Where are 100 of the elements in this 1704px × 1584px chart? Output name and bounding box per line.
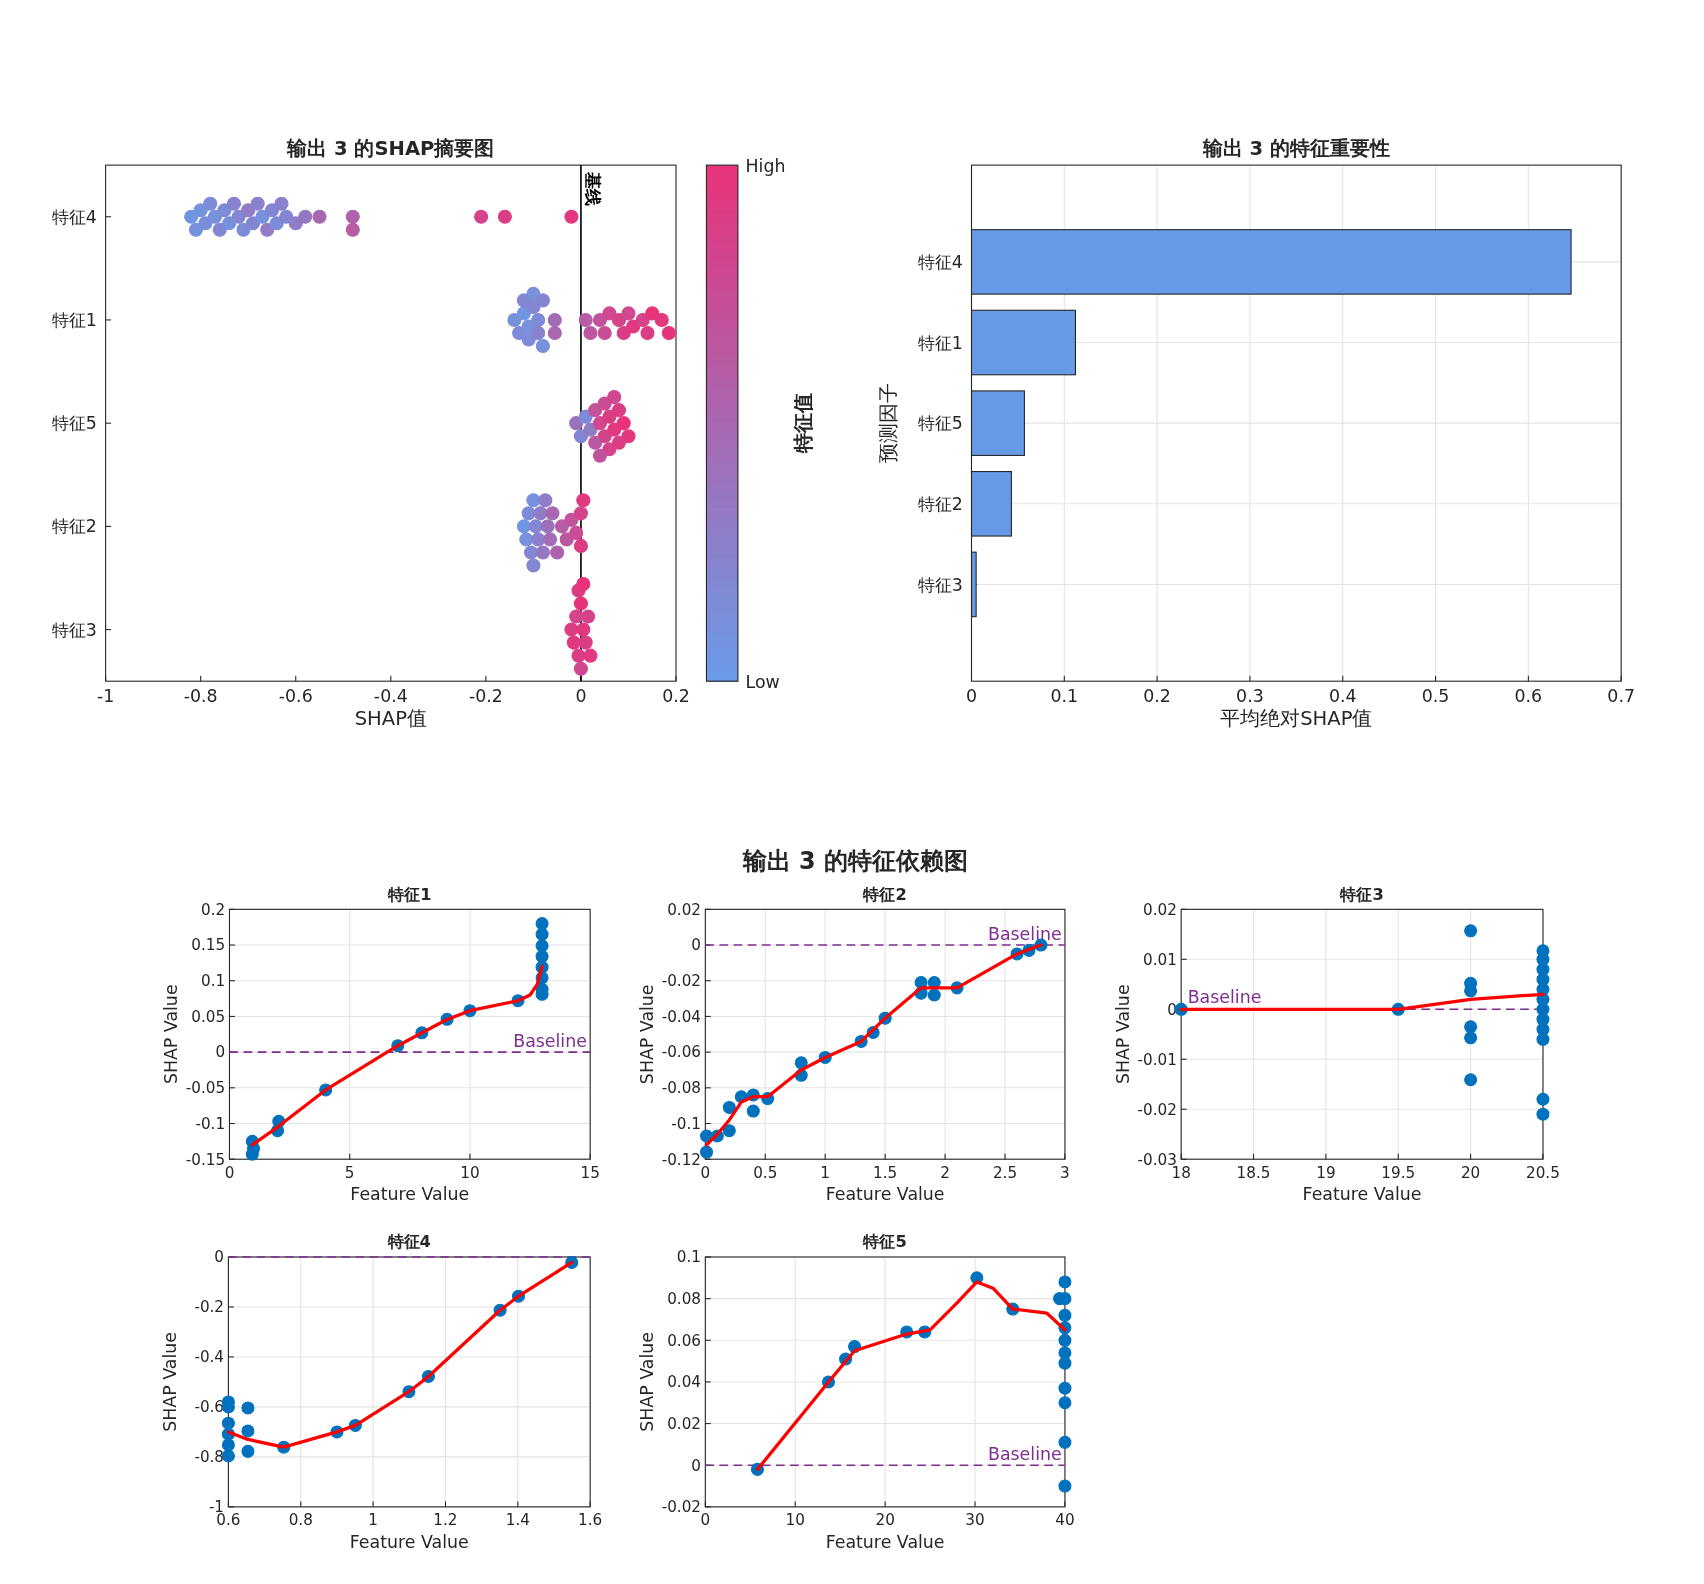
y-axis-title: SHAP Value bbox=[161, 984, 182, 1085]
y-tick-label: 特征4 bbox=[51, 206, 97, 227]
y-tick-label: 特征2 bbox=[917, 493, 963, 514]
y-tick-label: 0.15 bbox=[191, 936, 226, 955]
y-tick-label: -0.6 bbox=[194, 1398, 225, 1417]
chart-title: 特征1 bbox=[387, 884, 432, 904]
y-axis-title: SHAP Value bbox=[637, 984, 658, 1085]
y-tick-label: -0.02 bbox=[661, 1498, 701, 1517]
x-tick-label: 1.4 bbox=[505, 1511, 530, 1530]
x-axis-title: 平均绝对SHAP值 bbox=[1220, 706, 1373, 730]
x-tick-label: 19.5 bbox=[1381, 1163, 1416, 1182]
x-tick-label: 0.6 bbox=[1514, 685, 1543, 706]
x-tick-label: 0.7 bbox=[1607, 685, 1636, 706]
ref-line-label: Baseline bbox=[513, 1030, 587, 1051]
y-tick-label: -0.04 bbox=[661, 1007, 701, 1026]
x-tick-label: 1.6 bbox=[578, 1511, 603, 1530]
x-tick-label: 1.2 bbox=[433, 1511, 458, 1530]
x-tick-label: 0 bbox=[965, 685, 978, 706]
x-tick-label: 20 bbox=[875, 1511, 895, 1530]
x-axis-title: Feature Value bbox=[825, 1184, 945, 1205]
text: 输出 3 的特征依赖图 bbox=[741, 847, 968, 876]
y-tick-label: 特征5 bbox=[917, 413, 963, 434]
x-tick-label: 0.4 bbox=[1328, 685, 1357, 706]
chart-title: 特征4 bbox=[386, 1232, 431, 1252]
y-tick-label: -0.05 bbox=[185, 1079, 226, 1098]
x-tick-label: 1.5 bbox=[873, 1163, 898, 1182]
y-tick-label: -0.4 bbox=[194, 1348, 225, 1367]
x-axis-title: SHAP值 bbox=[354, 706, 427, 730]
x-tick-label: 0.8 bbox=[288, 1511, 313, 1530]
x-tick-label: 20 bbox=[1460, 1163, 1481, 1182]
y-tick-label: 特征1 bbox=[917, 332, 963, 353]
x-tick-label: 1 bbox=[368, 1511, 378, 1530]
y-tick-label: 0.08 bbox=[667, 1289, 701, 1308]
y-tick-label: 0.06 bbox=[667, 1331, 701, 1350]
x-tick-label: 19 bbox=[1316, 1163, 1336, 1182]
x-tick-label: 0.1 bbox=[1050, 685, 1079, 706]
x-axis-title: Feature Value bbox=[825, 1532, 945, 1553]
chart-title: 输出 3 的SHAP摘要图 bbox=[286, 137, 495, 161]
x-tick-label: -0.2 bbox=[468, 685, 503, 706]
color-bar-label: High bbox=[745, 155, 786, 176]
x-tick-label: 10 bbox=[785, 1511, 805, 1530]
y-tick-label: 特征4 bbox=[917, 251, 963, 272]
y-tick-label: 0.2 bbox=[200, 900, 226, 919]
y-tick-label: -0.08 bbox=[661, 1079, 701, 1098]
y-tick-label: 0.01 bbox=[1143, 950, 1177, 969]
x-axis-title: Feature Value bbox=[349, 1532, 469, 1553]
y-tick-label: 0 bbox=[214, 1248, 225, 1267]
color-bar-title: 特征值 bbox=[791, 393, 815, 455]
x-tick-label: 2.5 bbox=[992, 1163, 1018, 1182]
x-tick-label: 20.5 bbox=[1526, 1163, 1560, 1182]
y-axis-title: SHAP Value bbox=[1113, 984, 1134, 1085]
x-tick-label: 3 bbox=[1060, 1163, 1070, 1182]
y-tick-label: -0.1 bbox=[195, 1114, 226, 1133]
y-tick-label: 特征3 bbox=[51, 619, 97, 640]
y-tick-label: 0.02 bbox=[1143, 900, 1177, 919]
x-tick-label: 0 bbox=[575, 685, 587, 706]
x-tick-label: 30 bbox=[965, 1511, 985, 1530]
y-axis-title: SHAP Value bbox=[637, 1332, 658, 1432]
y-tick-label: 特征5 bbox=[51, 413, 97, 434]
x-tick-label: 1 bbox=[820, 1163, 831, 1182]
y-axis-title: SHAP Value bbox=[160, 1332, 181, 1432]
y-axis-title: 预测因子 bbox=[877, 383, 901, 464]
x-tick-label: 15 bbox=[580, 1163, 600, 1182]
chart-title: 输出 3 的特征重要性 bbox=[1201, 137, 1390, 161]
x-axis-title: Feature Value bbox=[350, 1184, 470, 1205]
x-tick-label: 40 bbox=[1055, 1511, 1075, 1530]
x-tick-label: 0.5 bbox=[1421, 685, 1450, 706]
y-tick-label: -0.02 bbox=[661, 972, 701, 991]
y-tick-label: -0.01 bbox=[1137, 1050, 1177, 1069]
y-tick-label: -0.15 bbox=[185, 1150, 226, 1169]
y-tick-label: 特征2 bbox=[51, 516, 97, 537]
y-tick-label: -0.8 bbox=[194, 1448, 225, 1467]
x-tick-label: 18.5 bbox=[1236, 1163, 1271, 1182]
y-tick-label: 0.02 bbox=[667, 1414, 701, 1433]
x-tick-label: -0.6 bbox=[278, 685, 313, 706]
y-tick-label: 0.04 bbox=[667, 1373, 701, 1392]
y-tick-label: -0.06 bbox=[661, 1043, 701, 1062]
x-tick-label: -1 bbox=[96, 685, 115, 706]
ref-line-label: Baseline bbox=[1187, 986, 1262, 1007]
y-tick-label: 特征3 bbox=[917, 574, 963, 595]
y-tick-label: 0.05 bbox=[191, 1007, 226, 1026]
ref-line-label: Baseline bbox=[988, 1443, 1062, 1464]
y-tick-label: 0.02 bbox=[667, 900, 701, 919]
y-tick-label: -0.02 bbox=[1137, 1100, 1177, 1119]
x-tick-label: 0.3 bbox=[1236, 685, 1264, 706]
x-tick-label: 10 bbox=[460, 1163, 480, 1182]
x-tick-label: 2 bbox=[940, 1163, 950, 1182]
y-tick-label: 0 bbox=[691, 1456, 701, 1475]
y-tick-label: -0.2 bbox=[194, 1298, 225, 1317]
y-tick-label: -0.12 bbox=[661, 1150, 701, 1169]
y-tick-label: 0 bbox=[1167, 1000, 1177, 1019]
y-tick-label: 0.1 bbox=[676, 1248, 701, 1267]
y-tick-label: 0 bbox=[691, 936, 701, 955]
chart-title: 特征3 bbox=[1339, 884, 1384, 904]
color-bar-label: Low bbox=[745, 671, 780, 692]
y-tick-label: 特征1 bbox=[51, 310, 97, 331]
x-tick-label: -0.4 bbox=[373, 685, 408, 706]
chart-title: 特征2 bbox=[862, 884, 907, 904]
x-axis-title: Feature Value bbox=[1302, 1184, 1422, 1205]
ref-line-label: 基线 bbox=[583, 170, 604, 206]
